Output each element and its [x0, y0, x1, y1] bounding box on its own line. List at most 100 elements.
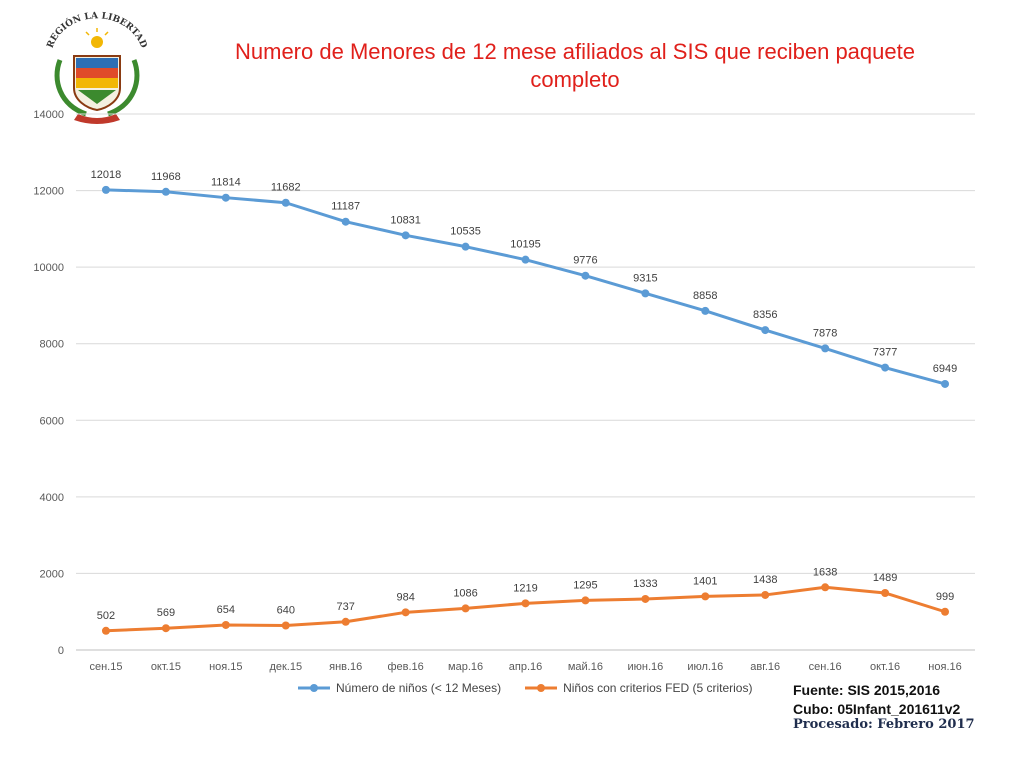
x-tick-label: ноя.16 [928, 661, 961, 673]
data-point [641, 289, 650, 298]
x-tick-label: окт.15 [151, 661, 181, 673]
data-label: 11968 [151, 171, 181, 183]
y-tick-label: 8000 [40, 339, 64, 351]
x-tick-label: июл.16 [687, 661, 723, 673]
x-tick-label: янв.16 [329, 661, 362, 673]
data-label: 11814 [211, 177, 241, 189]
chart-title: Numero de Menores de 12 mese afiliados a… [235, 39, 915, 92]
x-axis: сен.15 окт.15 ноя.15 дек.15 янв.16 фев.16 мар.… [89, 661, 961, 673]
data-point [101, 185, 110, 194]
data-label: 9776 [573, 255, 597, 267]
x-tick-label: сен.16 [809, 661, 842, 673]
data-point [461, 242, 470, 251]
x-tick-label: ноя.15 [209, 661, 242, 673]
legend-marker-series-2 [525, 684, 558, 692]
data-point [221, 620, 230, 629]
data-label: 1489 [873, 572, 897, 584]
chart-gridlines [76, 113, 975, 651]
data-label: 1219 [513, 582, 537, 594]
cube-line: Cubo: 05Infant_201611v2 [793, 701, 961, 717]
data-label: 984 [396, 591, 414, 603]
y-axis: 0 2000 4000 6000 8000 10000 12000 14000 [33, 109, 64, 657]
legend-marker-series-1 [298, 684, 330, 692]
data-point [521, 599, 530, 608]
data-label: 10195 [510, 239, 541, 251]
data-label: 1401 [693, 575, 717, 587]
data-label: 1333 [633, 578, 657, 590]
x-tick-label: окт.16 [870, 661, 900, 673]
data-label: 10535 [450, 226, 481, 238]
data-point [161, 624, 170, 633]
x-tick-label: сен.15 [89, 661, 122, 673]
data-point [281, 198, 290, 207]
source-note: Fuente: SIS 2015,2016 Cubo: 05Infant_201… [793, 681, 960, 719]
data-point [281, 621, 290, 630]
x-tick-label: май.16 [568, 661, 603, 673]
data-label: 11682 [271, 182, 301, 194]
data-label: 9315 [633, 272, 657, 284]
data-point [821, 583, 830, 592]
chart-series: 12018 11968 11814 11682 11187 10831 10535 10195… [91, 169, 957, 635]
legend-label-series-1: Número de niños (< 12 Meses) [336, 681, 502, 695]
data-label: 11187 [331, 201, 360, 213]
data-point [941, 607, 950, 616]
y-tick-label: 2000 [40, 568, 64, 580]
data-label: 640 [277, 604, 295, 616]
data-point [881, 588, 890, 597]
data-label: 1295 [573, 579, 597, 591]
data-label: 7878 [813, 327, 837, 339]
data-point [941, 379, 950, 388]
data-label: 10831 [390, 214, 421, 226]
y-tick-label: 6000 [40, 415, 64, 427]
data-label: 502 [97, 610, 115, 622]
data-label: 1638 [813, 566, 837, 578]
data-point [581, 596, 590, 605]
data-label: 737 [337, 601, 355, 613]
data-point [881, 363, 890, 372]
x-tick-label: авг.16 [750, 661, 780, 673]
data-point [341, 617, 350, 626]
region-la-libertad-coat-of-arms-icon: REGIÓN LA LIBERTAD [46, 11, 148, 124]
data-label: 654 [217, 604, 235, 616]
data-label: 8356 [753, 309, 777, 321]
data-label: 1086 [453, 587, 477, 599]
data-point [101, 626, 110, 635]
data-point [401, 608, 410, 617]
data-point [761, 590, 770, 599]
data-point [581, 271, 590, 280]
legend-item-series-1: Número de niños (< 12 Meses) [298, 681, 501, 695]
x-tick-label: июн.16 [627, 661, 663, 673]
x-tick-label: дек.15 [269, 661, 302, 673]
data-point [641, 594, 650, 603]
data-label: 999 [936, 591, 954, 603]
y-tick-label: 0 [58, 645, 64, 657]
data-label: 8858 [693, 290, 717, 302]
data-label: 7377 [873, 347, 897, 359]
x-tick-label: мар.16 [448, 661, 483, 673]
legend-item-series-2: Niños con criterios FED (5 criterios) [525, 681, 752, 695]
x-tick-label: фев.16 [387, 661, 423, 673]
y-tick-label: 14000 [33, 109, 64, 121]
data-label: 6949 [933, 363, 957, 375]
x-tick-label: апр.16 [509, 661, 542, 673]
data-point [401, 231, 410, 240]
data-point [521, 255, 530, 264]
series-2: 502 569 654 640 737 984 1086 1219 1295 1333 1401 14… [97, 566, 954, 635]
data-point [461, 604, 470, 613]
source-line: Fuente: SIS 2015,2016 [793, 682, 941, 698]
data-point [761, 326, 770, 335]
chart-legend: Número de niños (< 12 Meses) Niños con c… [298, 681, 752, 695]
data-point [161, 187, 170, 196]
data-point [221, 193, 230, 202]
data-point [701, 592, 710, 601]
data-label: 12018 [91, 169, 122, 181]
series-line [105, 188, 946, 386]
data-point [341, 217, 350, 226]
y-tick-label: 12000 [33, 186, 64, 198]
data-point [821, 344, 830, 353]
data-label: 1438 [753, 574, 777, 586]
legend-label-series-2: Niños con criterios FED (5 criterios) [563, 681, 753, 695]
series-1: 12018 11968 11814 11682 11187 10831 10535 10195… [91, 169, 957, 388]
data-point [701, 306, 710, 315]
